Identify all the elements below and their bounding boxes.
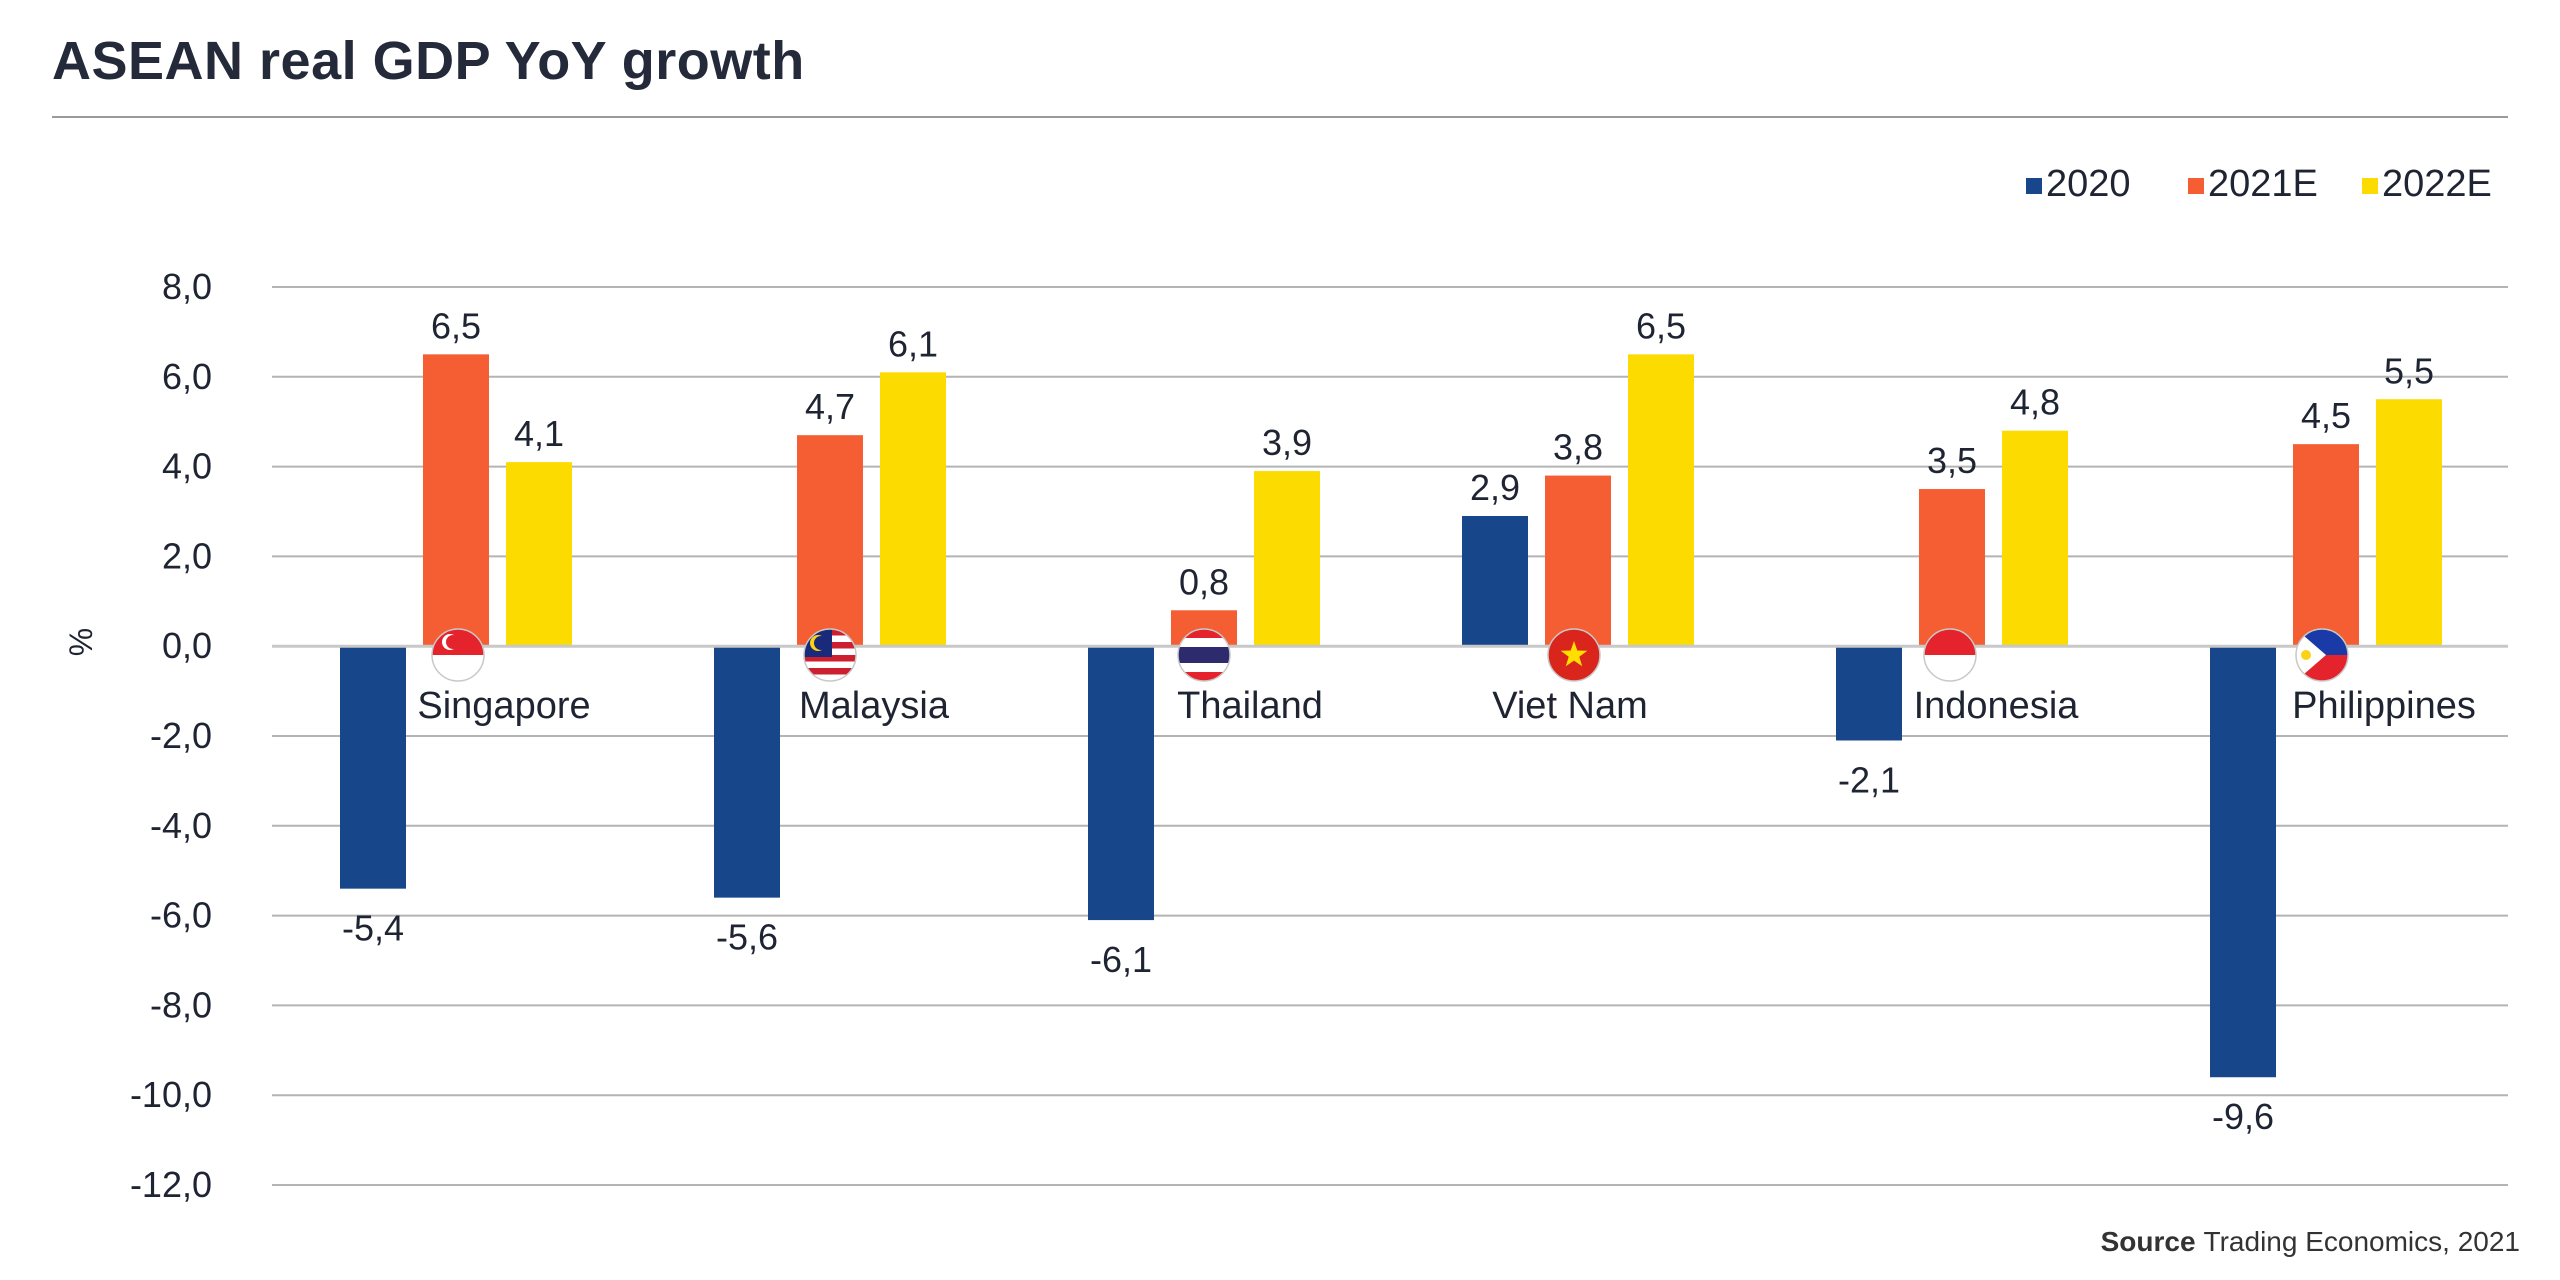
y-tick-label: 6,0 [162,356,212,397]
data-label: -5,4 [342,908,404,949]
y-axis-title: % [63,628,99,656]
y-tick-label: -12,0 [130,1164,212,1205]
legend-swatch-2020 [2026,178,2042,194]
vietnam-flag-icon [1548,629,1600,681]
bar-2022e-thailand [1254,471,1320,647]
data-label: 2,9 [1470,467,1520,508]
category-label: Malaysia [799,685,950,727]
y-tick-label: -6,0 [150,895,212,936]
data-label: -5,6 [716,917,778,958]
data-labels: -5,4 -5,6 -6,1 2,9 -2,1 -9,6 6,5 4,7 0,8 3,8 3,5 4,… [342,305,2434,1137]
bar-2022e-philippines [2376,399,2442,647]
data-label: -9,6 [2212,1096,2274,1137]
source-text: Trading Economics, 2021 [2203,1226,2520,1257]
title-divider [52,116,2508,118]
legend-label: 2022E [2382,163,2492,205]
category-label: Thailand [1177,685,1323,727]
category-label: Viet Nam [1492,685,1648,727]
bar-2021e-malaysia [797,435,863,647]
data-label: 3,5 [1927,440,1977,481]
bar-2022e-viet-nam [1628,354,1694,647]
y-tick-label: 0,0 [162,625,212,666]
grid-lines [272,286,2508,1186]
bar-2021e-singapore [423,354,489,647]
data-label: 3,8 [1553,427,1603,468]
bar-2022e-singapore [506,462,572,647]
malaysia-flag-icon [804,629,856,681]
legend-label: 2021E [2208,163,2318,205]
source-note: Source Trading Economics, 2021 [2101,1226,2520,1258]
y-tick-label: 8,0 [162,266,212,307]
data-label: 5,5 [2384,350,2434,391]
bar-2020-indonesia [1836,646,1902,741]
y-tick-label: 4,0 [162,446,212,487]
legend-label: 2020 [2046,163,2131,205]
data-label: -2,1 [1838,759,1900,800]
y-tick-label: -8,0 [150,984,212,1025]
data-label: -6,1 [1090,939,1152,980]
bar-2021e-viet-nam [1545,475,1611,647]
data-label: 4,7 [805,386,855,427]
chart-title: ASEAN real GDP YoY growth [52,31,805,91]
bar-2022e-indonesia [2002,430,2068,647]
data-label: 4,1 [514,413,564,454]
source-label: Source [2100,1226,2196,1257]
thailand-flag-icon [1178,629,1230,681]
data-label: 0,8 [1179,561,1229,602]
bar-2020-thailand [1088,646,1154,921]
bar-2021e-indonesia [1919,489,1985,647]
legend-swatch-2022e [2362,178,2378,194]
category-label: Philippines [2292,685,2476,727]
data-label: 6,1 [888,323,938,364]
category-label: Singapore [417,685,590,727]
bar-2020-singapore [340,646,406,889]
bar-2021e-philippines [2293,444,2359,647]
y-tick-label: -10,0 [130,1074,212,1115]
y-tick-label: 2,0 [162,535,212,576]
data-label: 4,5 [2301,395,2351,436]
bar-2020-philippines [2210,646,2276,1078]
y-tick-label: -2,0 [150,715,212,756]
data-label: 4,8 [2010,382,2060,423]
y-tick-label: -4,0 [150,805,212,846]
category-labels: Singapore Malaysia Thailand Viet Nam Indones… [417,685,2476,727]
data-label: 6,5 [1636,305,1686,346]
bar-2020-malaysia [714,646,780,898]
legend: 2020 2021E 2022E [2026,163,2492,205]
bars [340,354,2442,1078]
bar-2020-viet-nam [1462,515,1528,647]
bar-2022e-malaysia [880,372,946,647]
data-label: 6,5 [431,305,481,346]
legend-swatch-2021e [2188,178,2204,194]
category-label: Indonesia [1914,685,2080,727]
data-label: 3,9 [1262,422,1312,463]
y-axis-ticks: 8,0 6,0 4,0 2,0 0,0 -2,0 -4,0 -6,0 -8,0 -10,0 -12,… [130,266,212,1205]
